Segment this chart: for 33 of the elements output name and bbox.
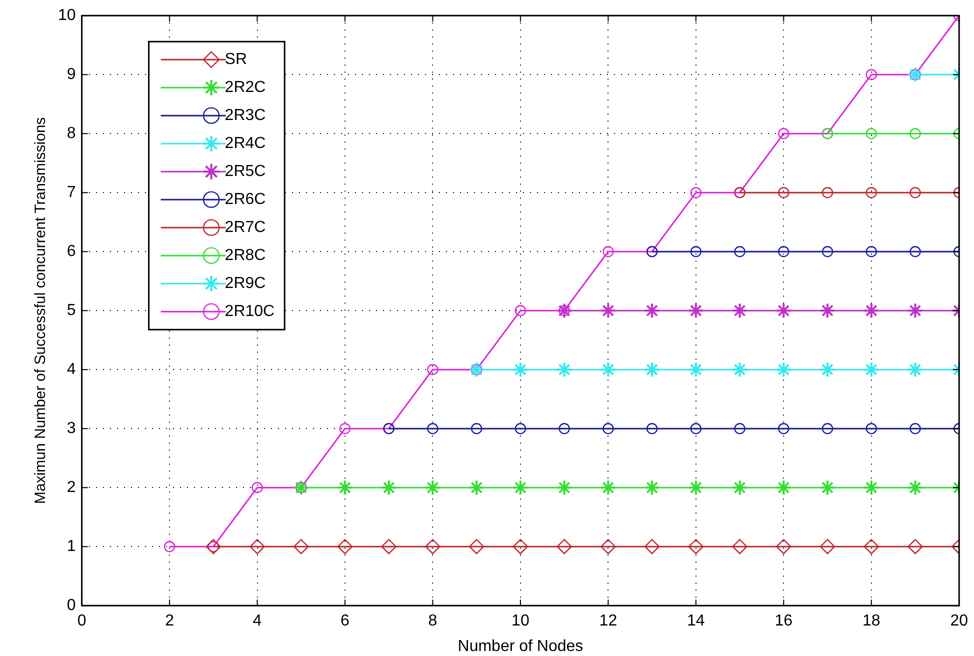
- x-tick-label: 10: [512, 612, 530, 630]
- legend-label: 2R4C: [224, 135, 266, 152]
- y-tick-label: 10: [58, 7, 76, 24]
- y-tick-label: 6: [66, 243, 76, 260]
- legend-label: 2R10C: [224, 303, 275, 320]
- y-tick-label: 3: [66, 420, 76, 438]
- x-axis-title: Number of Nodes: [458, 638, 584, 655]
- x-tick-label: 20: [950, 612, 968, 630]
- y-tick-label: 5: [66, 302, 76, 320]
- x-tick-label: 16: [774, 612, 793, 630]
- y-tick-label: 9: [66, 66, 76, 84]
- legend-label: 2R6C: [224, 191, 266, 208]
- y-tick-label: 1: [66, 538, 76, 556]
- x-tick-label: 2: [165, 612, 174, 630]
- x-tick-label: 18: [862, 612, 880, 630]
- legend-label: 2R9C: [224, 275, 266, 292]
- legend-label: 2R8C: [224, 247, 266, 264]
- legend-label: 2R7C: [224, 219, 266, 236]
- legend-label: 2R2C: [224, 79, 266, 96]
- x-tick-label: 14: [687, 612, 705, 630]
- y-tick-label: 2: [66, 479, 76, 496]
- y-tick-label: 8: [66, 125, 76, 142]
- x-tick-label: 12: [599, 612, 618, 630]
- legend-label: SR: [224, 51, 248, 68]
- x-tick-label: 8: [428, 612, 438, 630]
- y-tick-label: 4: [66, 361, 76, 378]
- legend-label: 2R3C: [224, 107, 266, 124]
- y-axis-title: Maximun Number of Successful concurrent Transmissions: [32, 117, 50, 504]
- x-tick-label: 6: [340, 612, 350, 630]
- y-tick-label: 7: [66, 184, 76, 202]
- x-tick-label: 4: [252, 612, 262, 630]
- y-tick-label: 0: [66, 597, 76, 614]
- legend-label: 2R5C: [224, 163, 266, 180]
